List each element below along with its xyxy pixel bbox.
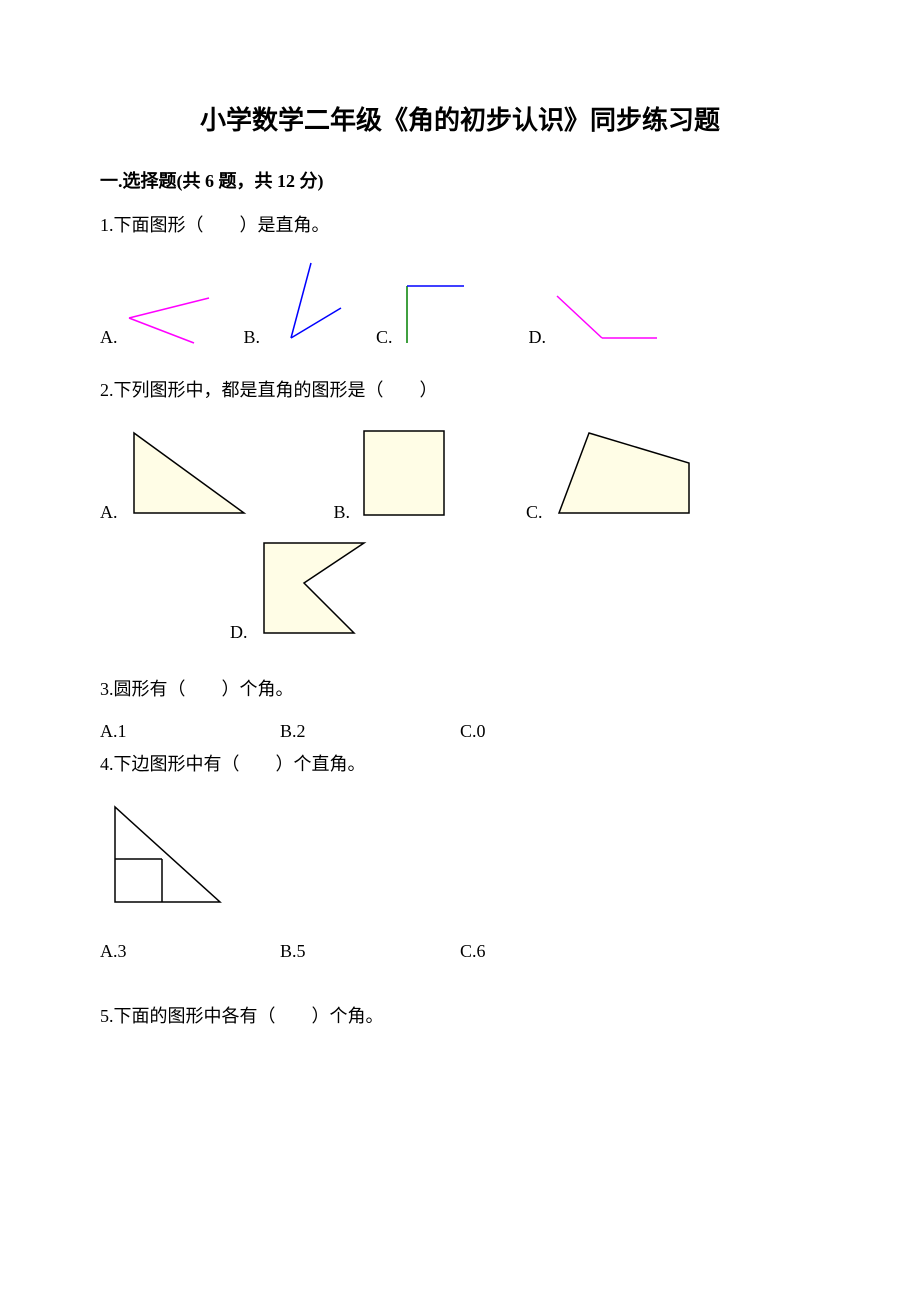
q2-options-row1: A. B. C. [100, 423, 820, 523]
q4-text: 4.下边图形中有（ ）个直角。 [100, 750, 820, 779]
q1-d-label: D. [529, 327, 547, 348]
q5-text: 5.下面的图形中各有（ ）个角。 [100, 1002, 820, 1031]
q1-d-shape [552, 288, 662, 348]
q1-options: A. B. C. D. [100, 258, 820, 348]
q2-options-row2: D. [100, 533, 820, 643]
q2-opt-a: A. [100, 423, 254, 523]
q2-b-label: B. [334, 502, 351, 523]
q4-options: A.3 B.5 C.6 [100, 941, 820, 962]
q3-c: C.0 [460, 721, 486, 742]
q1-opt-a: A. [100, 288, 214, 348]
q3-options: A.1 B.2 C.0 [100, 721, 820, 742]
q3-text: 3.圆形有（ ）个角。 [100, 675, 820, 704]
q4-figure [100, 797, 820, 917]
q2-opt-d: D. [230, 533, 374, 643]
q1-b-shape [266, 258, 346, 348]
q4-b: B.5 [280, 941, 460, 962]
page: 小学数学二年级《角的初步认识》同步练习题 一.选择题(共 6 题，共 12 分)… [0, 0, 920, 1109]
q4-c: C.6 [460, 941, 486, 962]
q4-shape [100, 797, 230, 917]
q2-d-label: D. [230, 622, 248, 643]
page-title: 小学数学二年级《角的初步认识》同步练习题 [100, 100, 820, 137]
q3-b: B.2 [280, 721, 460, 742]
q1-text: 1.下面图形（ ）是直角。 [100, 211, 820, 240]
q2-opt-b: B. [334, 423, 457, 523]
q1-c-label: C. [376, 327, 393, 348]
q1-a-shape [124, 288, 214, 348]
q2-opt-c: C. [526, 423, 699, 523]
q2-b-shape [356, 423, 456, 523]
q2-a-shape [124, 423, 254, 523]
q2-c-label: C. [526, 502, 543, 523]
q3-a: A.1 [100, 721, 280, 742]
q4-a: A.3 [100, 941, 280, 962]
q1-a-label: A. [100, 327, 118, 348]
q2-text: 2.下列图形中，都是直角的图形是（ ） [100, 376, 820, 405]
q1-b-label: B. [244, 327, 261, 348]
q2-a-label: A. [100, 502, 118, 523]
q1-c-shape [399, 278, 469, 348]
q1-opt-b: B. [244, 258, 347, 348]
section-1-header: 一.选择题(共 6 题，共 12 分) [100, 167, 820, 193]
q1-opt-d: D. [529, 288, 663, 348]
q1-opt-c: C. [376, 278, 469, 348]
q2-c-shape [549, 423, 699, 523]
q2-d-shape [254, 533, 374, 643]
